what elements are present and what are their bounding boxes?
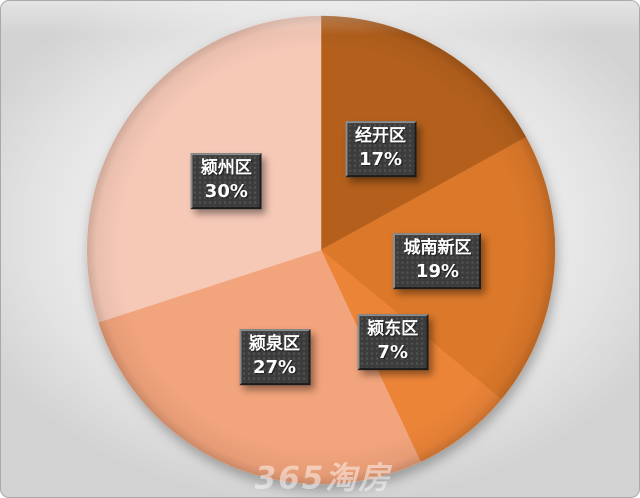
slice-name: 颍东区 bbox=[367, 319, 419, 340]
slice-name: 颍泉区 bbox=[249, 334, 301, 355]
pie-label-chengnan-new-district: 城南新区 19% bbox=[393, 233, 482, 289]
slice-percent: 7% bbox=[377, 342, 408, 364]
pie-label-yingdong-district: 颍东区 7% bbox=[357, 314, 429, 371]
slice-percent: 19% bbox=[415, 260, 460, 282]
slice-name: 城南新区 bbox=[403, 238, 472, 259]
slice-percent: 27% bbox=[252, 357, 297, 379]
slice-percent: 30% bbox=[204, 181, 248, 203]
pie-rim-shading bbox=[87, 16, 555, 484]
pie-label-yingzhou-district: 颍州区 30% bbox=[190, 153, 262, 210]
pie-label-jingkai-district: 经开区 17% bbox=[345, 121, 417, 178]
slice-name: 经开区 bbox=[355, 126, 407, 147]
slice-percent: 17% bbox=[359, 149, 403, 171]
slice-name: 颍州区 bbox=[200, 158, 252, 179]
pie-label-yingquan-district: 颍泉区 27% bbox=[239, 329, 311, 386]
